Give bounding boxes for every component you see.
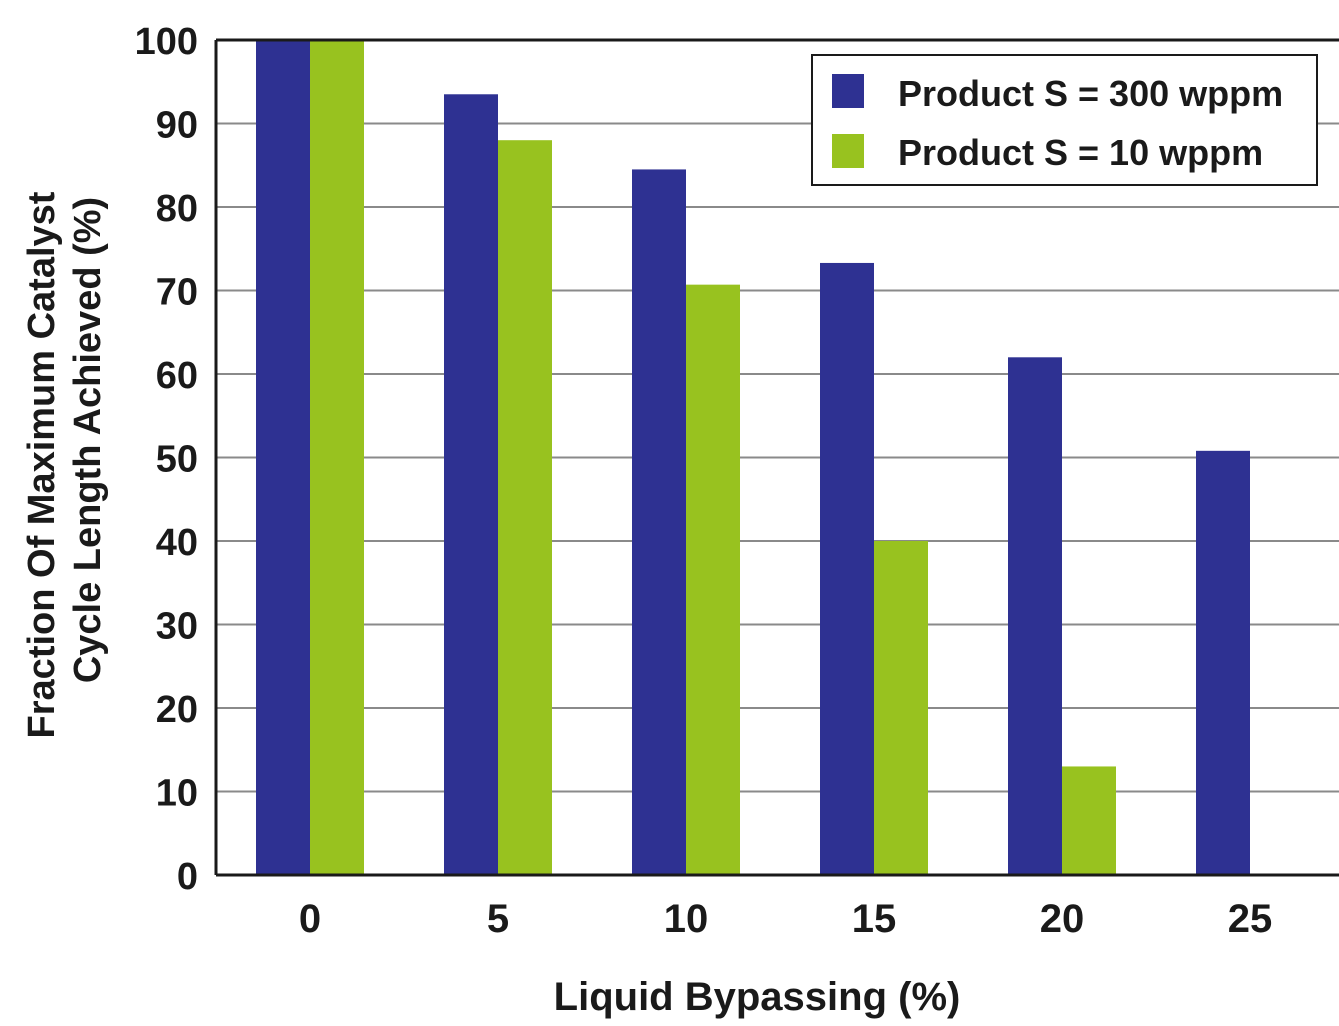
x-tick-label-0: 0 <box>299 897 321 941</box>
y-tick-label-30: 30 <box>156 606 198 648</box>
legend-label-product-s-300: Product S = 300 wppm <box>898 73 1283 114</box>
y-tick-labels: 0 10 20 30 40 50 60 70 80 90 100 <box>135 21 198 898</box>
legend-box <box>811 54 1318 186</box>
bar-product-s-10-x10 <box>686 284 740 875</box>
legend: Product S = 300 wppm Product S = 10 wppm <box>811 54 1318 186</box>
x-tick-label-25: 25 <box>1228 897 1273 941</box>
y-tick-label-0: 0 <box>177 856 198 898</box>
gridlines <box>216 122 1339 793</box>
y-tick-label-40: 40 <box>156 522 198 564</box>
y-tick-label-60: 60 <box>156 355 198 397</box>
axes <box>214 38 1339 877</box>
x-tick-label-10: 10 <box>664 897 709 941</box>
y-tick-label-100: 100 <box>135 21 198 63</box>
bar-product-s-300-x25 <box>1196 450 1250 875</box>
bar-product-s-10-x5 <box>498 140 552 875</box>
legend-swatch-product-s-300 <box>832 74 864 108</box>
y-tick-label-50: 50 <box>156 439 198 481</box>
x-tick-label-5: 5 <box>487 897 509 941</box>
bars <box>256 40 1250 876</box>
bar-product-s-300-x10 <box>632 169 686 876</box>
legend-label-product-s-10: Product S = 10 wppm <box>898 132 1263 173</box>
y-tick-label-90: 90 <box>156 105 198 147</box>
legend-swatch-product-s-10 <box>832 134 864 168</box>
bar-product-s-300-x0 <box>256 40 310 875</box>
y-tick-label-10: 10 <box>156 773 198 815</box>
bar-product-s-10-x0 <box>310 40 364 875</box>
x-tick-label-20: 20 <box>1040 897 1085 941</box>
y-tick-label-80: 80 <box>156 188 198 230</box>
y-tick-label-70: 70 <box>156 272 198 314</box>
bar-product-s-300-x20 <box>1008 357 1062 875</box>
bar-product-s-300-x15 <box>820 262 874 875</box>
bar-product-s-10-x20 <box>1062 766 1116 875</box>
x-axis-title: Liquid Bypassing (%) <box>554 975 961 1019</box>
y-tick-label-20: 20 <box>156 689 198 731</box>
x-tick-label-15: 15 <box>852 897 897 941</box>
y-axis-title-line-1: Fraction Of Maximum Catalyst <box>21 191 63 738</box>
bar-product-s-300-x5 <box>444 94 498 875</box>
bar-product-s-10-x15 <box>874 541 928 875</box>
y-axis-title-line-2: Cycle Length Achieved (%) <box>67 197 109 683</box>
x-tick-labels: 0 5 10 15 20 25 <box>299 897 1272 941</box>
